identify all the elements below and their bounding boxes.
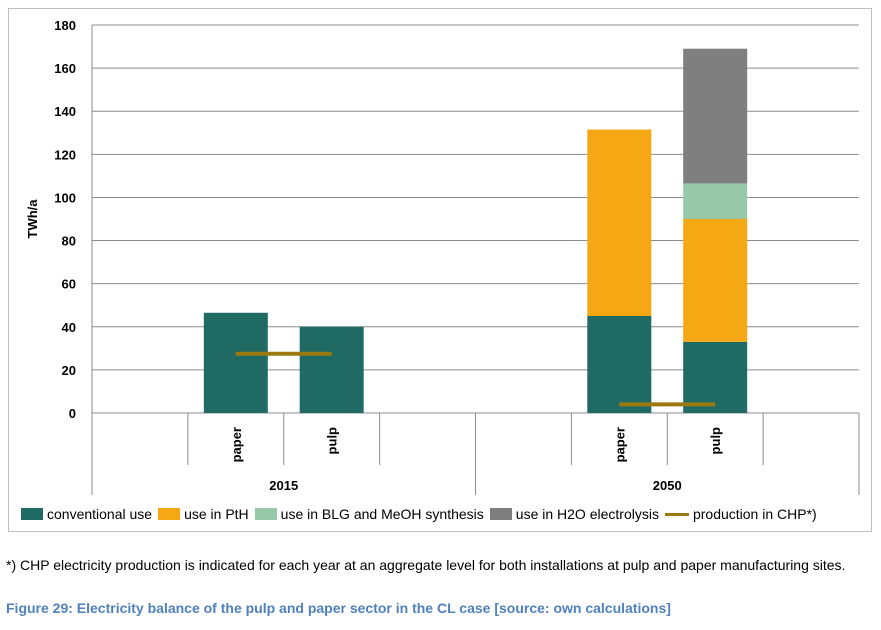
y-tick-label: 140 — [54, 104, 76, 119]
y-tick-label: 40 — [62, 320, 76, 335]
category-label: pulp — [708, 427, 723, 454]
bar-use-in-h2o-electrolysis — [683, 48, 748, 184]
legend-item: production in CHP*) — [664, 506, 817, 522]
group-label: 2050 — [653, 478, 682, 493]
legend-label: use in BLG and MeOH synthesis — [280, 506, 484, 522]
bar-use-in-blg-and-meoh-synthesis — [683, 183, 748, 219]
y-axis-label: TWh/a — [25, 199, 40, 239]
bar-conventional-use — [683, 341, 748, 413]
legend-item: use in BLG and MeOH synthesis — [254, 506, 484, 522]
legend-item: conventional use — [21, 506, 152, 522]
legend-label: use in PtH — [184, 506, 249, 522]
category-label: paper — [229, 427, 244, 462]
y-tick-label: 160 — [54, 61, 76, 76]
group-label: 2015 — [269, 478, 298, 493]
legend-item: use in PtH — [158, 506, 249, 522]
legend-label: conventional use — [47, 506, 153, 522]
legend-swatch — [158, 508, 181, 520]
chart-container: 0 20 40 60 80 100 120 140 160 180 TWh/a paper pulp pa… — [8, 8, 872, 532]
chart-legend: conventional use use in PtH use in BLG and… — [21, 506, 823, 522]
y-tick-label: 180 — [54, 18, 76, 33]
legend-label: production in CHP*) — [692, 506, 817, 522]
y-tick-label: 80 — [62, 234, 76, 249]
category-label: pulp — [325, 427, 340, 454]
y-tick-label: 120 — [54, 147, 76, 162]
bar-use-in-pth — [683, 219, 748, 342]
legend-swatch — [21, 508, 43, 520]
bar-conventional-use — [203, 312, 268, 413]
y-tick-label: 100 — [54, 190, 76, 205]
bar-use-in-pth — [587, 129, 652, 316]
chart-footnote: *) CHP electricity production is indicat… — [6, 557, 846, 573]
category-label: paper — [612, 427, 627, 462]
legend-item: use in H2O electrolysis — [489, 506, 659, 522]
legend-swatch — [664, 512, 689, 516]
legend-swatch — [254, 508, 277, 520]
bar-conventional-use — [299, 326, 364, 413]
stacked-bar-chart: 0 20 40 60 80 100 120 140 160 180 TWh/a paper pulp pa… — [25, 18, 860, 495]
legend-swatch — [489, 508, 512, 520]
figure-caption: Figure 29: Electricity balance of the pu… — [6, 600, 671, 616]
y-tick-label: 20 — [62, 363, 76, 378]
legend-label: use in H2O electrolysis — [515, 506, 659, 522]
y-tick-label: 60 — [62, 277, 76, 292]
bar-conventional-use — [587, 316, 652, 413]
y-tick-label: 0 — [69, 406, 76, 421]
